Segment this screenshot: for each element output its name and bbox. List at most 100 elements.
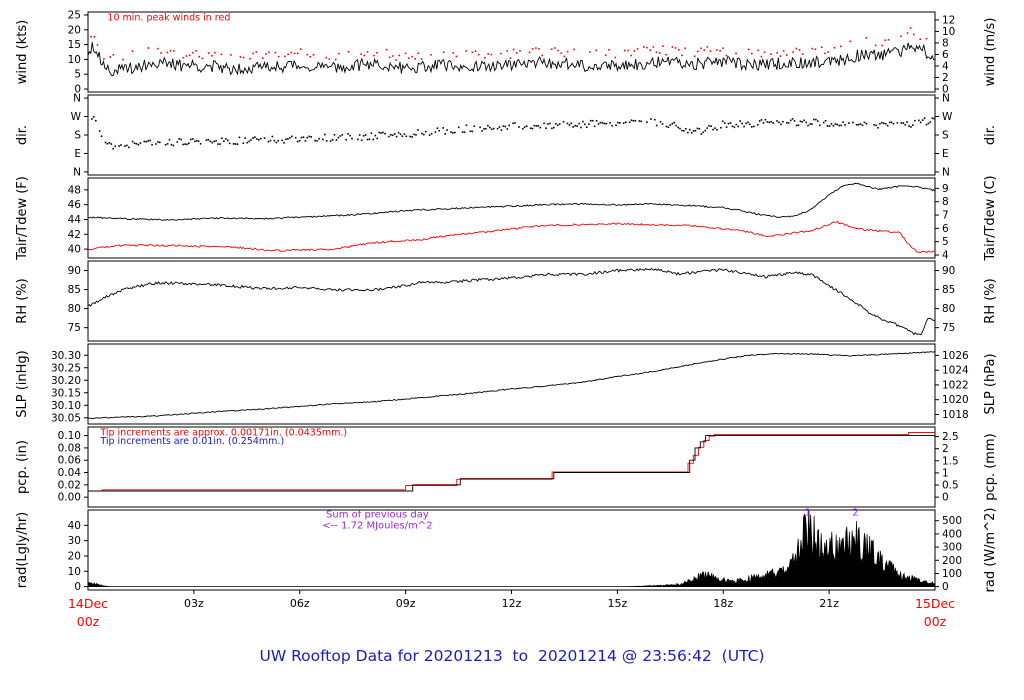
tick-label-left: 75 xyxy=(68,322,81,334)
tick-label-left: 0.06 xyxy=(58,455,82,467)
tick-label-left: 0 xyxy=(74,581,81,593)
axis-title-right-rad: rad (W/m^2) xyxy=(983,508,998,593)
tick-label-right: W xyxy=(942,111,953,123)
axis-title-left-temperature: Tair/Tdew (F) xyxy=(15,176,30,261)
tick-label-right: 500 xyxy=(942,515,962,527)
tick-label-right: 6 xyxy=(942,223,949,235)
tick-label-left: 20 xyxy=(68,24,81,36)
series-air-temperature xyxy=(88,182,935,221)
tick-label-right: 10 xyxy=(942,26,955,38)
tick-label-right: 90 xyxy=(942,265,955,277)
panel-pcp: 0.000.020.040.060.080.10 00.511.522.5 pcp.… xyxy=(15,426,998,508)
tick-label-right: 1022 xyxy=(942,379,969,391)
axis-title-right-temperature: Tair/Tdew (C) xyxy=(983,175,998,261)
tick-label-right: 2 xyxy=(942,72,949,84)
axis-title-left-pcp: pcp. (in) xyxy=(15,440,30,494)
tick-label-right: 200 xyxy=(942,555,962,567)
tick-label-right: 6 xyxy=(942,49,949,61)
tick-label-right: 1 xyxy=(942,467,949,479)
tick-label-left: 30.05 xyxy=(51,412,81,424)
tick-label-left: 0.00 xyxy=(58,492,81,504)
x-start-label-hour: 00z xyxy=(77,614,100,629)
series-solar-radiation xyxy=(88,510,935,587)
tick-label-right: N xyxy=(942,166,950,178)
tick-label-right: 0 xyxy=(942,492,949,504)
tick-label-left: 80 xyxy=(68,303,81,315)
tick-label-right: 0.5 xyxy=(942,480,959,492)
x-tick-label: 21z xyxy=(819,597,839,610)
tick-label-left: 40 xyxy=(68,244,81,256)
chart-title: UW Rooftop Data for 20201213 to 20201214… xyxy=(259,647,765,665)
tick-label-right: 75 xyxy=(942,322,955,334)
tick-label-left: 44 xyxy=(68,214,82,226)
annotation-pcp: Tip increments are 0.01in. (0.254mm.) xyxy=(99,436,284,447)
annotation-rad: 2 xyxy=(852,507,858,518)
tick-label-right: 1024 xyxy=(942,365,969,377)
tick-label-right: 80 xyxy=(942,303,955,315)
x-tick-label: 03z xyxy=(184,597,204,610)
axis-title-right-dir: dir. xyxy=(983,125,998,145)
tick-label-right: 1018 xyxy=(942,409,969,421)
series-relative-humidity xyxy=(88,267,935,336)
tick-label-left: 46 xyxy=(68,199,82,211)
annotation-rad: 1 xyxy=(805,507,811,518)
tick-label-right: 5 xyxy=(942,236,949,248)
tick-label-left: 30 xyxy=(68,535,81,547)
tick-label-right: 0 xyxy=(942,581,949,593)
axis-title-left-dir: dir. xyxy=(15,125,30,145)
series-sea-level-pressure xyxy=(88,350,935,419)
tick-label-left: 40 xyxy=(68,520,81,532)
tick-label-left: 5 xyxy=(74,69,81,81)
x-axis: 03z 06z 09z 12z 15z 18z 21z 14Dec 00z 15Dec 00z xyxy=(68,590,955,629)
tick-label-left: W xyxy=(71,111,82,123)
panel-rh: 75 80 85 90 75 80 85 90 RH (%) RH (%) xyxy=(15,260,998,342)
tick-label-left: S xyxy=(74,130,81,142)
annotation-rad: <-- 1.72 MJoules/m^2 xyxy=(322,520,432,531)
tick-label-left: 85 xyxy=(68,284,81,296)
axis-title-right-pcp: pcp. (mm) xyxy=(983,433,998,500)
series-precip-coarse xyxy=(88,435,935,492)
tick-label-right: 2 xyxy=(942,443,949,455)
tick-label-right: E xyxy=(942,148,949,160)
tick-label-left: N xyxy=(73,93,81,105)
x-tick-label: 09z xyxy=(396,597,416,610)
tick-label-left: 90 xyxy=(68,265,81,277)
tick-label-right: N xyxy=(942,93,950,105)
tick-label-left: N xyxy=(73,166,81,178)
tick-label-left: 0.04 xyxy=(58,467,82,479)
tick-label-left: 15 xyxy=(68,39,81,51)
x-end-label-date: 15Dec xyxy=(915,596,955,611)
tick-label-left: 25 xyxy=(68,9,81,21)
x-start-label-date: 14Dec xyxy=(68,596,108,611)
tick-label-right: 0 xyxy=(942,84,949,96)
x-tick-label: 12z xyxy=(502,597,522,610)
tick-label-right: 12 xyxy=(942,14,955,26)
tick-label-left: 30.15 xyxy=(51,387,81,399)
tick-label-left: 20 xyxy=(68,550,81,562)
x-tick-label: 06z xyxy=(290,597,310,610)
tick-label-right: 85 xyxy=(942,284,955,296)
tick-label-left: 30.10 xyxy=(51,400,81,412)
tick-label-right: 9 xyxy=(942,183,949,195)
axis-title-left-wind: wind (kts) xyxy=(15,20,30,84)
annotation-rad: Sum of previous day xyxy=(326,510,429,521)
tick-label-left: 30.20 xyxy=(51,375,81,387)
annotation-wind: 10 min. peak winds in red xyxy=(107,12,230,23)
axis-title-left-rh: RH (%) xyxy=(15,278,30,323)
tick-label-left: E xyxy=(74,148,81,160)
tick-label-right: S xyxy=(942,130,949,142)
tick-label-left: 10 xyxy=(68,54,81,66)
axis-title-left-rad: rad(Lgly/hr) xyxy=(15,512,30,588)
axis-title-left-slp: SLP (inHg) xyxy=(15,350,30,418)
tick-label-right: 7 xyxy=(942,210,949,222)
tick-label-right: 8 xyxy=(942,37,949,49)
annotation-pcp: Tip increments are approx. 0.00171in. (0… xyxy=(99,428,347,439)
tick-label-right: 1026 xyxy=(942,350,969,362)
tick-label-right: 4 xyxy=(942,250,949,262)
